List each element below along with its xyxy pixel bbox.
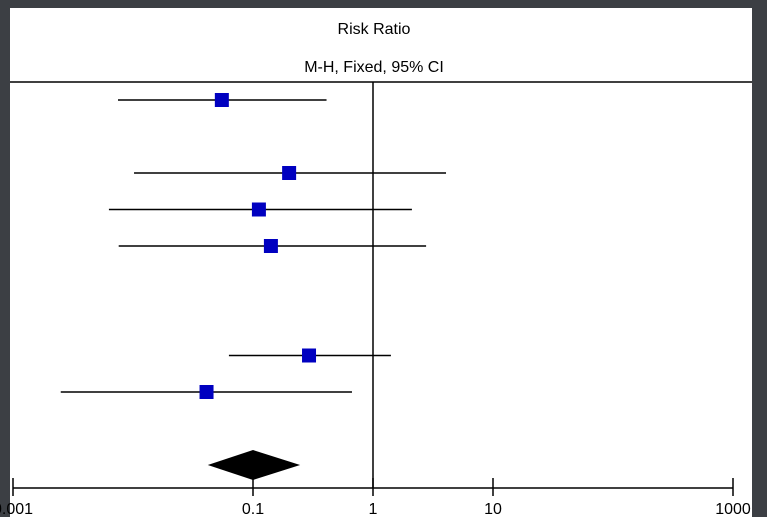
estimate-box: [251, 202, 266, 217]
estimate-box: [302, 348, 317, 363]
panel: [10, 8, 752, 517]
estimate-box: [263, 239, 278, 253]
x-tick-label: 0.1: [242, 501, 264, 517]
x-tick-label: 10: [484, 501, 502, 517]
estimate-box: [199, 385, 214, 399]
chart-title: Risk Ratio: [338, 21, 411, 38]
x-tick-label: 1: [369, 501, 378, 517]
x-tick-label: 1000: [715, 501, 751, 517]
estimate-box: [214, 93, 229, 107]
x-tick-label: 0.001: [0, 501, 33, 517]
chart-subtitle: M-H, Fixed, 95% CI: [304, 59, 444, 76]
pooled-diamond: [207, 450, 301, 480]
estimate-box: [282, 166, 297, 180]
